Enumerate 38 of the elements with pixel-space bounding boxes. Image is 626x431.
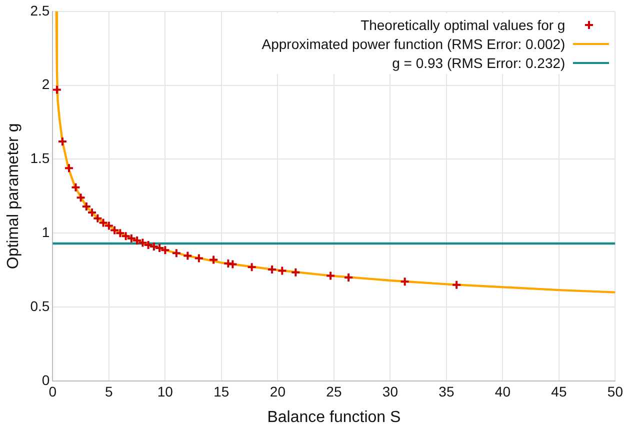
point xyxy=(182,250,193,261)
x-tick-label: 25 xyxy=(326,383,342,400)
y-tick-label: 2 xyxy=(42,76,50,92)
point xyxy=(326,270,336,281)
x-tick-label: 50 xyxy=(607,383,624,400)
point xyxy=(76,192,86,203)
x-axis-title: Balance function S xyxy=(267,408,401,426)
point xyxy=(70,182,81,192)
legend-label: Theoretically optimal values for g xyxy=(360,16,566,33)
x-tick-label: 30 xyxy=(382,383,398,400)
point xyxy=(194,253,204,264)
y-tick-label: 1.5 xyxy=(30,150,50,166)
legend-label: g = 0.93 (RMS Error: 0.232) xyxy=(392,54,566,71)
point xyxy=(208,254,219,265)
y-tick-label: 2.5 xyxy=(30,2,50,18)
point xyxy=(344,272,354,283)
point xyxy=(246,262,257,272)
x-tick-label: 40 xyxy=(494,383,511,400)
x-tick-label: 5 xyxy=(105,383,114,400)
point xyxy=(290,267,301,278)
legend-label: Approximated power function (RMS Error: 0.002) xyxy=(262,36,566,52)
x-tick-label: 45 xyxy=(551,383,567,400)
point xyxy=(171,248,182,258)
y-axis-title: Optimal parameter g xyxy=(5,123,22,270)
point xyxy=(400,276,410,287)
y-tick-label: 1 xyxy=(42,224,50,240)
x-tick-label: 20 xyxy=(270,383,286,400)
point xyxy=(267,264,278,275)
x-tick-label: 15 xyxy=(214,383,230,400)
point xyxy=(277,266,288,276)
x-tick-label: 35 xyxy=(438,383,454,400)
x-tick-label: 10 xyxy=(157,383,174,400)
point xyxy=(57,136,68,146)
point xyxy=(52,84,62,95)
y-tick-label: 0 xyxy=(42,372,50,388)
point xyxy=(64,163,74,174)
point xyxy=(452,280,462,290)
y-tick-label: 0.5 xyxy=(30,298,50,314)
